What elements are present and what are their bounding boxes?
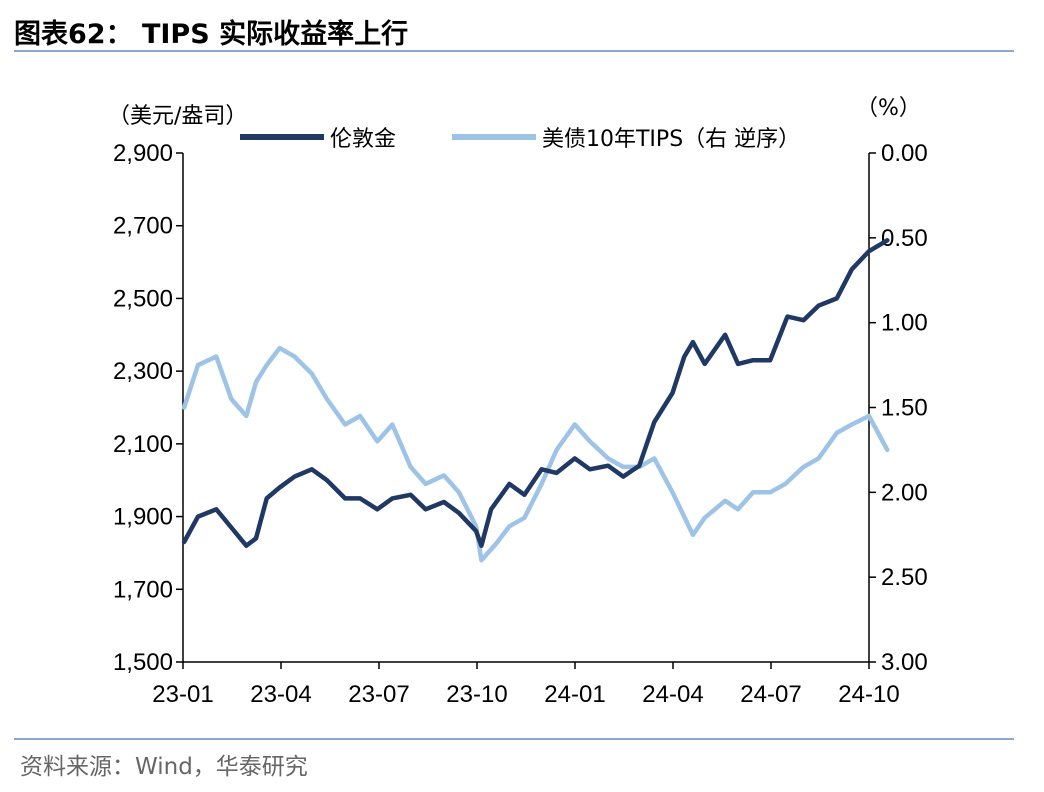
left-y-tick-label: 2,900 xyxy=(113,140,173,167)
axes-layer: 1,500 1,700 1,900 2,100 2,300 2,500 2,700 2,900… xyxy=(113,140,928,708)
left-y-tick-label: 2,300 xyxy=(113,358,173,385)
x-tick-label: 23-04 xyxy=(250,681,311,708)
x-tick-label: 24-10 xyxy=(838,681,899,708)
left-y-tick-label: 2,100 xyxy=(113,431,173,458)
line-chart: 1,500 1,700 1,900 2,100 2,300 2,500 2,700 2,900… xyxy=(108,96,928,708)
x-tick-label: 23-10 xyxy=(446,681,507,708)
x-tick-label: 24-04 xyxy=(642,681,703,708)
series-layer xyxy=(181,238,890,563)
right-y-tick-label: 0.00 xyxy=(881,140,928,167)
right-y-tick-label: 0.50 xyxy=(881,225,928,252)
series-line-gold xyxy=(181,238,890,548)
labels-layer: （美元/盎司） （%） 伦敦金 美债10年TIPS（右 逆序） xyxy=(108,96,921,152)
title-rule xyxy=(14,50,1014,52)
x-tick-label: 23-01 xyxy=(152,681,213,708)
right-y-tick-label: 1.50 xyxy=(881,395,928,422)
left-axis-unit: （美元/盎司） xyxy=(108,104,247,129)
left-y-tick-label: 2,500 xyxy=(113,285,173,312)
left-y-tick-label: 2,700 xyxy=(113,213,173,240)
right-y-tick-label: 3.00 xyxy=(881,649,928,676)
x-tick-label: 24-07 xyxy=(740,681,801,708)
x-tick-label: 23-07 xyxy=(348,681,409,708)
right-y-tick-label: 2.50 xyxy=(881,564,928,591)
legend-gold-label: 伦敦金 xyxy=(330,127,396,152)
figure-title: 图表62： TIPS 实际收益率上行 xyxy=(14,19,409,50)
right-y-tick-label: 2.00 xyxy=(881,479,928,506)
source-rule xyxy=(14,738,1014,740)
left-y-tick-label: 1,500 xyxy=(113,649,173,676)
series-line-tips xyxy=(181,345,890,563)
left-y-tick-label: 1,700 xyxy=(113,576,173,603)
right-y-tick-label: 1.00 xyxy=(881,310,928,337)
legend-tips-label: 美债10年TIPS（右 逆序） xyxy=(542,127,800,152)
left-y-tick-label: 1,900 xyxy=(113,504,173,531)
x-tick-label: 24-01 xyxy=(544,681,605,708)
source-note: 资料来源：Wind，华泰研究 xyxy=(20,754,308,780)
right-axis-unit: （%） xyxy=(856,96,921,121)
